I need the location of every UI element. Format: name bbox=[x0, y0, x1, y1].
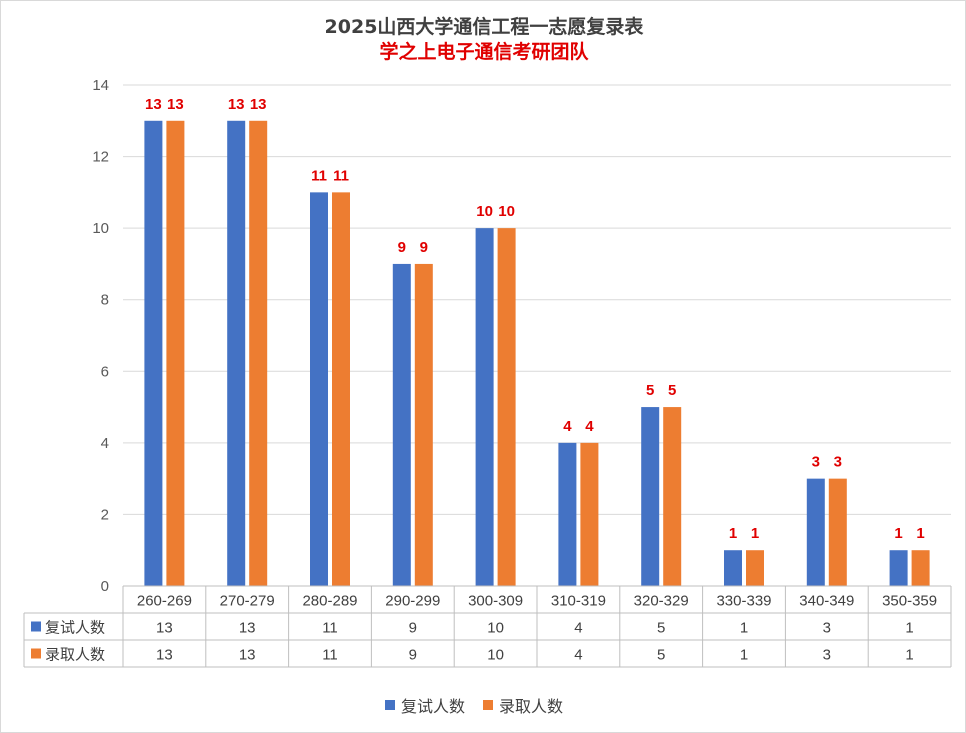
table-cell: 4 bbox=[574, 647, 582, 664]
table-series-label: 复试人数 bbox=[45, 619, 105, 637]
x-tick-label: 290-299 bbox=[385, 593, 440, 610]
series-key bbox=[31, 648, 41, 659]
y-tick-label: 14 bbox=[92, 77, 109, 94]
bar bbox=[663, 407, 682, 586]
chart-subtitle: 学之上电子通信考研团队 bbox=[379, 41, 589, 63]
table-cell: 3 bbox=[823, 647, 831, 664]
y-tick-label: 6 bbox=[101, 363, 109, 380]
bar bbox=[166, 120, 185, 587]
table-cell: 9 bbox=[409, 647, 417, 664]
series-key bbox=[31, 621, 41, 632]
bar bbox=[641, 407, 660, 586]
table-cell: 5 bbox=[657, 620, 665, 637]
table-cell: 13 bbox=[156, 620, 173, 637]
data-label: 13 bbox=[145, 96, 162, 113]
x-tick-label: 320-329 bbox=[634, 593, 689, 610]
data-label: 9 bbox=[398, 239, 406, 256]
table-cell: 3 bbox=[823, 620, 831, 637]
data-label: 10 bbox=[498, 203, 515, 220]
table-series-label: 录取人数 bbox=[45, 646, 105, 664]
y-tick-label: 12 bbox=[92, 149, 109, 166]
legend-swatch bbox=[483, 700, 493, 710]
legend-label: 复试人数 bbox=[401, 697, 465, 716]
table-cell: 4 bbox=[574, 620, 582, 637]
table-cell: 1 bbox=[905, 647, 913, 664]
bar bbox=[724, 550, 742, 586]
y-tick-label: 4 bbox=[101, 435, 109, 452]
bar bbox=[332, 192, 350, 586]
table-cell: 10 bbox=[487, 620, 504, 637]
data-label: 9 bbox=[420, 239, 428, 256]
bar bbox=[249, 120, 268, 587]
bar bbox=[828, 478, 847, 586]
data-label: 4 bbox=[585, 418, 594, 435]
y-tick-label: 10 bbox=[92, 220, 109, 237]
data-label: 1 bbox=[751, 525, 759, 542]
table-cell: 11 bbox=[322, 620, 338, 637]
data-label: 3 bbox=[834, 454, 842, 471]
data-label: 10 bbox=[476, 203, 493, 220]
data-label: 11 bbox=[333, 167, 349, 184]
bar bbox=[911, 550, 930, 586]
data-label: 3 bbox=[812, 454, 820, 471]
data-label: 5 bbox=[668, 382, 676, 399]
x-tick-label: 310-319 bbox=[551, 593, 606, 610]
bar bbox=[310, 192, 328, 586]
bar bbox=[580, 442, 599, 586]
bar bbox=[227, 120, 246, 587]
data-label: 11 bbox=[311, 167, 327, 184]
x-tick-label: 330-339 bbox=[716, 593, 771, 610]
table-cell: 13 bbox=[156, 647, 173, 664]
x-tick-label: 260-269 bbox=[137, 593, 192, 610]
bar bbox=[144, 120, 163, 587]
y-tick-label: 0 bbox=[101, 578, 109, 595]
x-tick-label: 340-349 bbox=[799, 593, 854, 610]
bar bbox=[475, 228, 494, 586]
x-tick-label: 350-359 bbox=[882, 593, 937, 610]
table-cell: 10 bbox=[487, 647, 504, 664]
bar bbox=[392, 263, 411, 586]
table-cell: 1 bbox=[740, 647, 748, 664]
data-label: 13 bbox=[167, 96, 184, 113]
bar bbox=[889, 550, 908, 586]
x-tick-label: 300-309 bbox=[468, 593, 523, 610]
table-cell: 11 bbox=[322, 647, 338, 664]
data-label: 13 bbox=[250, 96, 267, 113]
data-label: 1 bbox=[916, 525, 924, 542]
bar bbox=[414, 263, 433, 586]
chart-title: 2025山西大学通信工程一志愿复录表 bbox=[324, 16, 644, 38]
data-label: 5 bbox=[646, 382, 654, 399]
table-cell: 13 bbox=[239, 647, 256, 664]
table-cell: 5 bbox=[657, 647, 665, 664]
table-cell: 13 bbox=[239, 620, 256, 637]
data-label: 1 bbox=[729, 525, 737, 542]
data-label: 1 bbox=[894, 525, 902, 542]
bar bbox=[558, 442, 577, 586]
y-tick-label: 8 bbox=[101, 292, 109, 309]
bar bbox=[746, 550, 764, 586]
x-tick-label: 270-279 bbox=[220, 593, 275, 610]
bar bbox=[806, 478, 825, 586]
table-cell: 9 bbox=[409, 620, 417, 637]
legend-swatch bbox=[385, 700, 395, 710]
data-label: 13 bbox=[228, 96, 245, 113]
data-label: 4 bbox=[563, 418, 572, 435]
table-cell: 1 bbox=[740, 620, 748, 637]
bar bbox=[497, 228, 516, 586]
table-cell: 1 bbox=[905, 620, 913, 637]
x-tick-label: 280-289 bbox=[302, 593, 357, 610]
y-tick-label: 2 bbox=[101, 506, 109, 523]
legend-label: 录取人数 bbox=[499, 697, 563, 716]
